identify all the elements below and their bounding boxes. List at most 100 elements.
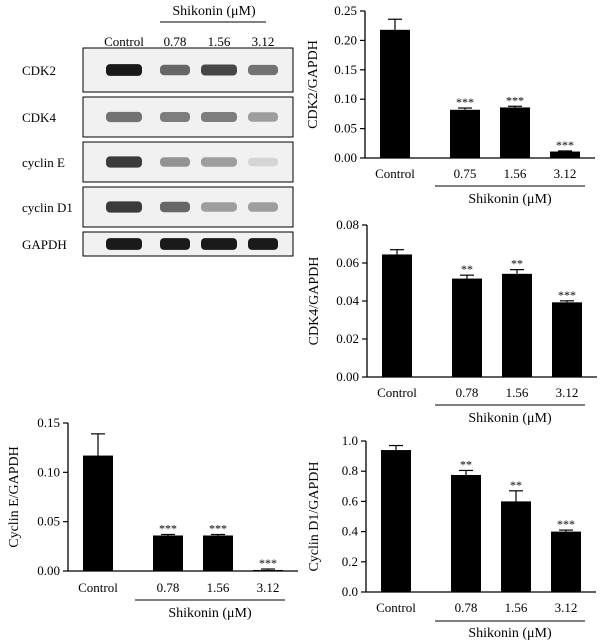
x-tick-label: 3.12: [556, 385, 579, 400]
y-tick-label: 0.2: [342, 554, 358, 569]
blot-band: [160, 64, 190, 76]
blot-band: [248, 64, 278, 76]
x-axis-title: Shikonin (μM): [468, 411, 552, 426]
blot-band: [160, 157, 190, 167]
x-axis-title: Shikonin (μM): [468, 626, 552, 641]
x-tick-label: 0.78: [456, 385, 479, 400]
y-tick-label: 0.00: [334, 150, 357, 165]
y-tick-label: 0.06: [336, 255, 359, 270]
blot-band: [106, 111, 142, 123]
blot-band: [248, 112, 278, 122]
x-axis-title: Shikonin (μM): [468, 192, 552, 207]
bar: [500, 107, 530, 158]
bar: [502, 273, 532, 377]
y-tick-label: 0.6: [342, 493, 359, 508]
significance-marker: ***: [557, 517, 575, 531]
x-tick-label: 0.78: [157, 580, 180, 595]
bar: [83, 455, 113, 571]
y-tick-label: 1.0: [342, 433, 358, 448]
x-tick-label: 3.12: [555, 600, 578, 615]
blot-band: [201, 112, 237, 122]
blot-band: [201, 238, 237, 250]
blot-band: [106, 201, 142, 213]
bar: [551, 531, 581, 592]
blot-row-label: GAPDH: [22, 237, 67, 252]
bar: [552, 302, 582, 377]
blot-lane-label: 1.56: [208, 34, 231, 49]
y-axis-title: CDK2/GAPDH: [306, 40, 321, 129]
bar: [153, 535, 183, 571]
significance-marker: ***: [209, 521, 227, 535]
blot-band: [248, 202, 278, 212]
y-tick-label: 0.00: [336, 369, 359, 384]
significance-marker: **: [511, 257, 523, 271]
y-tick-label: 0.05: [37, 514, 60, 529]
blot-band: [160, 112, 190, 122]
x-tick-label: Control: [375, 166, 415, 181]
blot-header: Shikonin (μM): [172, 4, 256, 19]
x-tick-label: 1.56: [506, 385, 529, 400]
bar: [501, 501, 531, 592]
y-tick-label: 0.8: [342, 463, 358, 478]
blot-lane-label: 0.78: [164, 34, 187, 49]
x-tick-label: 0.75: [454, 166, 477, 181]
y-tick-label: 0.25: [334, 3, 357, 18]
y-tick-label: 0.02: [336, 331, 359, 346]
y-axis-title: Cyclin D1/GAPDH: [307, 461, 322, 571]
blot-row-label: cyclin D1: [22, 200, 73, 215]
significance-marker: ***: [259, 556, 277, 570]
y-tick-label: 0.10: [334, 91, 357, 106]
y-tick-label: 0.08: [336, 217, 359, 232]
cyclin-e-chart: 0.00 0.05 0.10 0.15 Cyclin E/GAPDH Control ***…: [7, 415, 298, 621]
x-axis-title: Shikonin (μM): [168, 606, 252, 621]
blot-band: [201, 202, 237, 212]
blot-band: [106, 238, 142, 250]
cdk2-chart: 0.00 0.05 0.10 0.15 0.20 0.25 CDK2/GAPDH Contro…: [306, 3, 595, 207]
y-tick-label: 0.4: [342, 524, 359, 539]
significance-marker: ***: [556, 138, 574, 152]
bar: [550, 151, 580, 158]
x-tick-label: Control: [376, 600, 416, 615]
y-tick-label: 0.15: [37, 415, 60, 430]
y-axis-title: Cyclin E/GAPDH: [7, 446, 22, 548]
blot-row-label: CDK2: [22, 63, 56, 78]
blot-band: [160, 201, 190, 213]
bar: [381, 450, 411, 592]
x-tick-label: 1.56: [504, 166, 527, 181]
bar: [382, 254, 412, 377]
blot-band: [201, 157, 237, 167]
y-tick-label: 0.04: [336, 293, 359, 308]
bar: [253, 570, 283, 571]
blot-row-label: CDK4: [22, 110, 56, 125]
significance-marker: ***: [159, 521, 177, 535]
cyclin-d1-chart: 0.0 0.2 0.4 0.6 0.8 1.0 Cyclin D1/GAPDH Control…: [307, 433, 596, 641]
blot-band: [160, 238, 190, 250]
x-tick-label: 1.56: [505, 600, 528, 615]
bar: [380, 29, 410, 159]
blot-row-label: cyclin E: [22, 155, 65, 170]
significance-marker: **: [461, 262, 473, 276]
blot-band: [106, 64, 142, 76]
y-tick-label: 0.15: [334, 62, 357, 77]
bar: [452, 278, 482, 377]
x-tick-label: 3.12: [554, 166, 577, 181]
y-tick-label: 0.05: [334, 121, 357, 136]
significance-marker: ***: [506, 93, 524, 107]
western-blot-panel: Shikonin (μM) Control 0.78 1.56 3.12 CDK…: [22, 4, 294, 257]
bar: [450, 109, 480, 158]
significance-marker: ***: [456, 95, 474, 109]
bar: [451, 474, 481, 592]
blot-lane-label: Control: [104, 34, 144, 49]
y-tick-label: 0.10: [37, 464, 60, 479]
blot-band: [248, 157, 278, 167]
x-tick-label: Control: [377, 385, 417, 400]
x-tick-label: 0.78: [455, 600, 478, 615]
x-tick-label: Control: [78, 580, 118, 595]
significance-marker: ***: [558, 288, 576, 302]
significance-marker: **: [460, 457, 472, 471]
x-tick-label: 3.12: [257, 580, 280, 595]
cdk4-chart: 0.00 0.02 0.04 0.06 0.08 CDK4/GAPDH Control ** 0…: [307, 217, 597, 426]
blot-band: [106, 156, 142, 168]
y-tick-label: 0.00: [37, 563, 60, 578]
